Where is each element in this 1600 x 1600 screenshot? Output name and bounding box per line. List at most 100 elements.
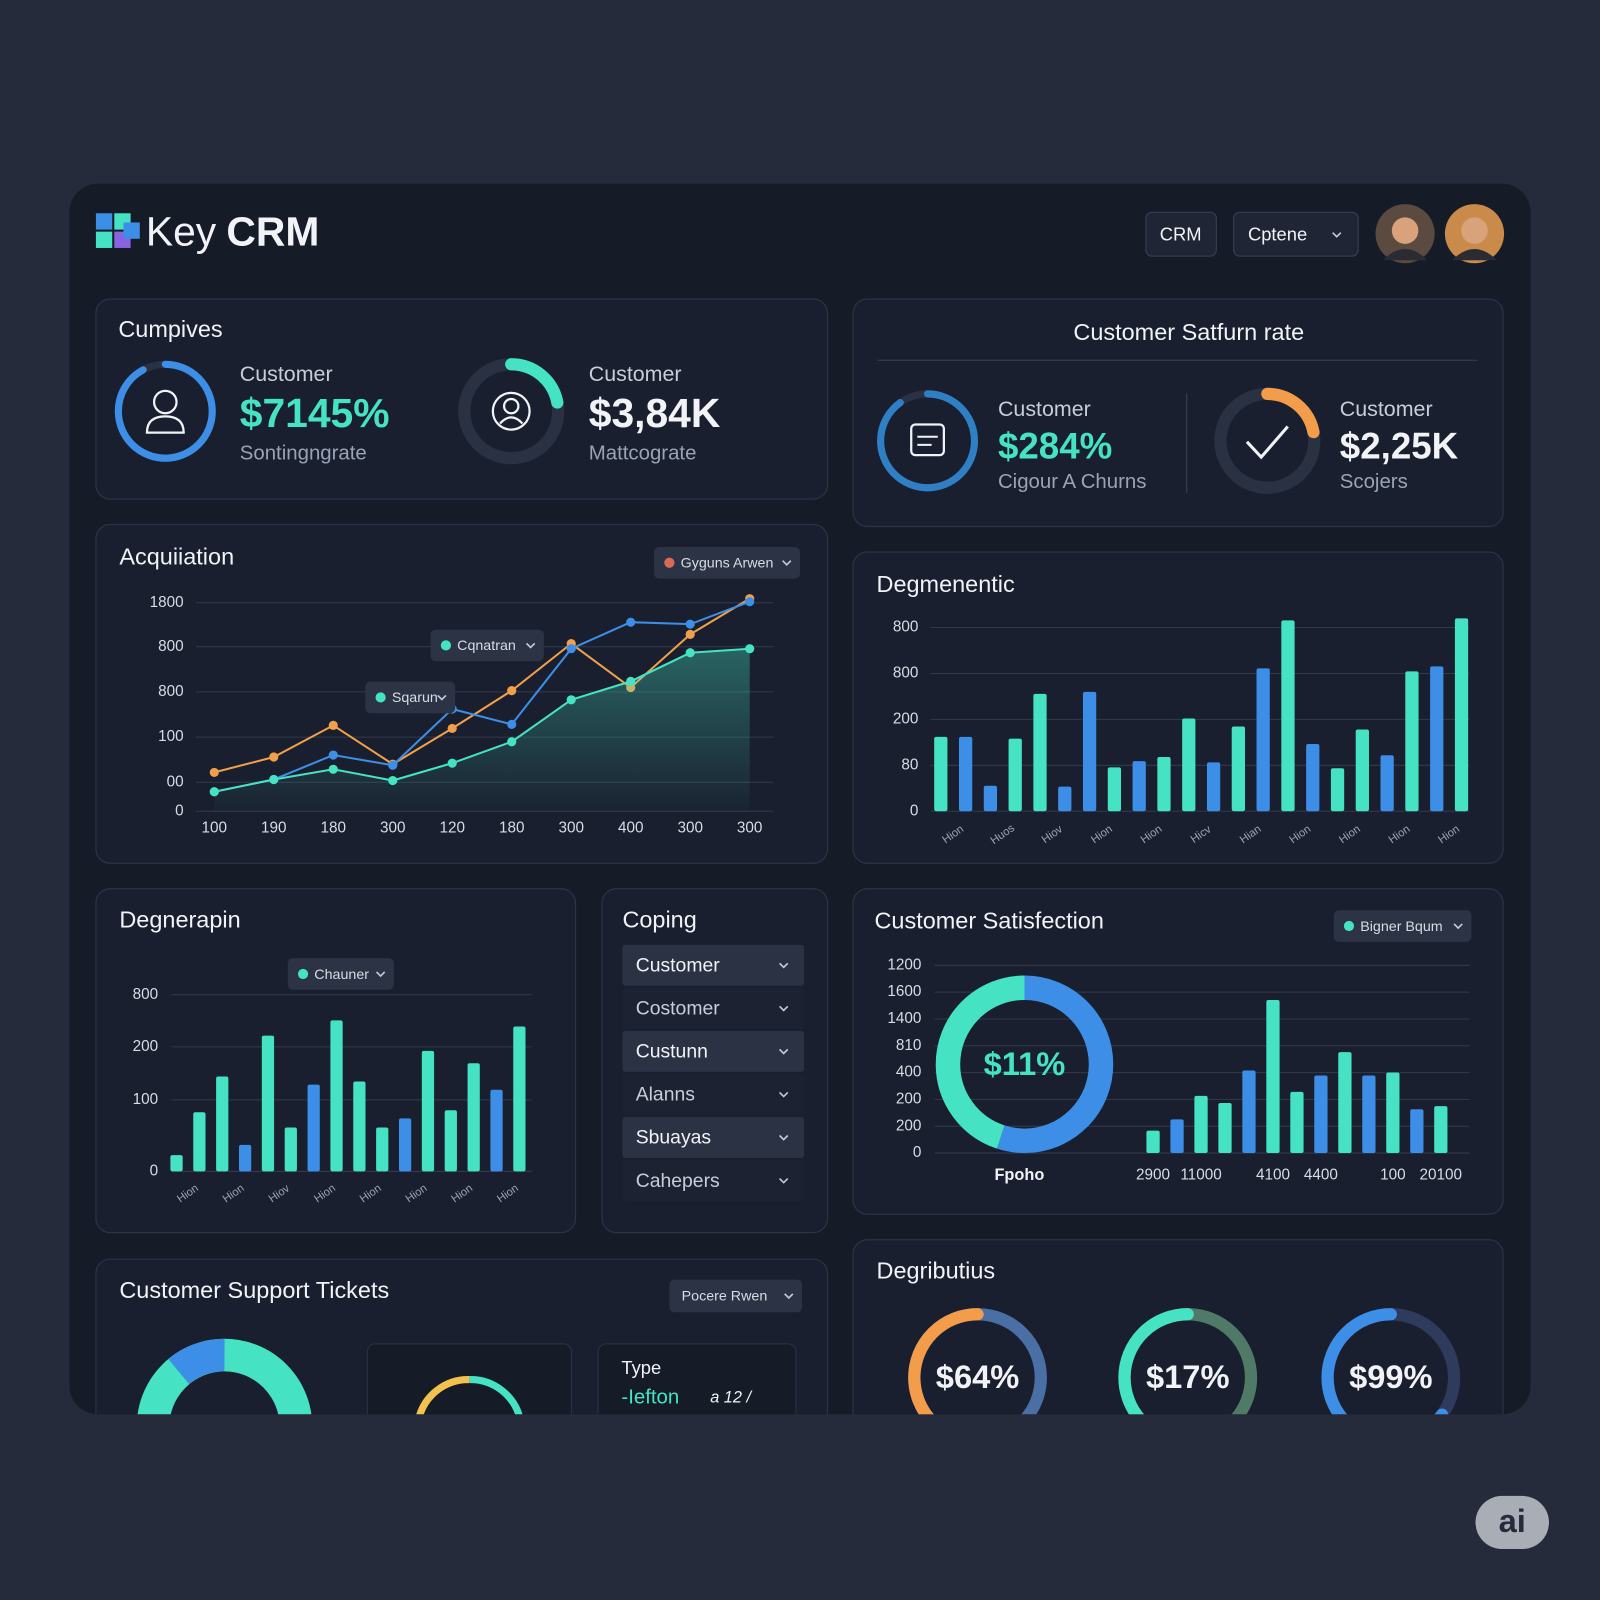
line <box>214 647 750 793</box>
sub-card <box>597 1343 797 1415</box>
dropdown[interactable] <box>287 958 394 990</box>
y-tick-label: 800 <box>158 638 184 655</box>
donut-partial-blue <box>168 1338 226 1385</box>
ring-progress <box>1118 1308 1258 1415</box>
brand-light: Key <box>146 208 217 254</box>
point <box>626 676 636 686</box>
kpi-value: $3,84K <box>589 390 721 436</box>
chevron <box>375 971 386 978</box>
y-tick-label: 800 <box>158 683 184 700</box>
y-tick-label: 100 <box>158 728 184 745</box>
bar <box>1410 1109 1424 1154</box>
bar <box>1306 743 1320 812</box>
point <box>626 617 636 627</box>
bar <box>170 1155 183 1172</box>
kpi-sub: Cigour A Churns <box>998 471 1146 493</box>
dropdown-label: Costomer <box>636 998 721 1020</box>
dropdown[interactable] <box>669 1279 803 1313</box>
y-tick-label: 1400 <box>887 1010 921 1027</box>
bar <box>1362 1075 1376 1154</box>
bar <box>1157 757 1171 812</box>
bar <box>1290 1091 1304 1154</box>
icon-body <box>499 416 524 425</box>
panel-title: Customer Satfurn rate <box>1073 319 1304 345</box>
bar <box>1386 1072 1400 1154</box>
dropdown[interactable] <box>654 546 800 579</box>
point <box>269 752 279 762</box>
churn-panel <box>852 298 1504 528</box>
y-tick-label: 1200 <box>887 956 921 973</box>
x-tick-label: 120 <box>439 820 465 837</box>
chevron <box>779 962 789 969</box>
bar <box>467 1063 480 1172</box>
y-tick-label: 800 <box>893 619 919 636</box>
bar <box>307 1084 320 1172</box>
dropdown[interactable] <box>365 681 456 714</box>
bar <box>490 1089 503 1172</box>
panel-title: Cumpives <box>118 316 222 342</box>
x-tick-label: 100 <box>202 820 228 837</box>
chevron <box>1332 232 1342 238</box>
dropdown-label: Gyguns Arwen <box>681 556 774 572</box>
dropdown-row[interactable] <box>622 1160 805 1202</box>
bar <box>1082 691 1097 812</box>
bar <box>934 736 948 812</box>
x-tick-label: 2900 <box>1136 1167 1170 1184</box>
logo-block <box>123 222 140 239</box>
dropdown-row[interactable] <box>622 1117 805 1158</box>
dashboard-content: Key CRM CRM CpteneCumpivesCustomer$7145%Son… <box>95 204 1505 1415</box>
dropdown-row[interactable] <box>622 1074 805 1115</box>
legend-dot <box>440 640 452 651</box>
chevron <box>525 642 536 649</box>
dropdown-label: Sqarun <box>392 690 438 706</box>
y-tick-label: 800 <box>893 665 919 682</box>
chart-title: Acquiiation <box>119 543 234 569</box>
dropdown-row[interactable] <box>622 1031 805 1072</box>
ring-label: $17% <box>1146 1358 1229 1395</box>
x-tick-label: 400 <box>618 820 644 837</box>
bar <box>444 1110 457 1172</box>
dropdown-row[interactable] <box>622 944 805 986</box>
x-tick-label: 180 <box>320 820 346 837</box>
bar <box>421 1050 435 1172</box>
bar <box>1454 618 1469 812</box>
brand-bold: CRM <box>226 208 319 254</box>
bar <box>1430 666 1444 812</box>
kpi-value: $2,25K <box>1340 426 1459 467</box>
bar <box>1314 1075 1328 1154</box>
ring-label: $99% <box>1349 1358 1432 1395</box>
type-label: Type <box>621 1357 661 1378</box>
bar <box>1008 738 1022 812</box>
avatar-face <box>1461 217 1488 244</box>
y-tick-label: 200 <box>133 1038 159 1055</box>
dropdown[interactable] <box>430 629 544 662</box>
dropdown-row[interactable] <box>622 987 805 1029</box>
y-tick-label: 0 <box>910 802 919 819</box>
kpi-value: $284% <box>998 426 1112 467</box>
bar <box>1170 1119 1184 1154</box>
type-value: -Iefton <box>621 1386 679 1408</box>
x-tick-label: 4400 <box>1304 1167 1338 1184</box>
point <box>388 775 398 786</box>
dropdown[interactable] <box>1333 910 1472 942</box>
point <box>745 597 755 607</box>
bar <box>238 1144 252 1172</box>
y-tick-label: 0 <box>913 1144 922 1161</box>
bar <box>353 1081 366 1172</box>
bar <box>1281 620 1295 812</box>
button[interactable] <box>1145 211 1217 257</box>
dropdown-label: Sbuayas <box>636 1127 711 1149</box>
x-tick-label: 300 <box>558 820 584 837</box>
button[interactable] <box>1233 211 1359 257</box>
ring-label: $64% <box>936 1358 1019 1395</box>
point <box>745 644 755 654</box>
panel-title: Degributius <box>877 1258 996 1284</box>
bar <box>398 1118 412 1172</box>
point <box>388 760 398 770</box>
ring-progress <box>114 360 216 462</box>
bar <box>216 1076 229 1172</box>
point <box>447 723 457 733</box>
ring-progress <box>1214 387 1321 494</box>
point <box>328 720 338 730</box>
point <box>507 719 517 729</box>
